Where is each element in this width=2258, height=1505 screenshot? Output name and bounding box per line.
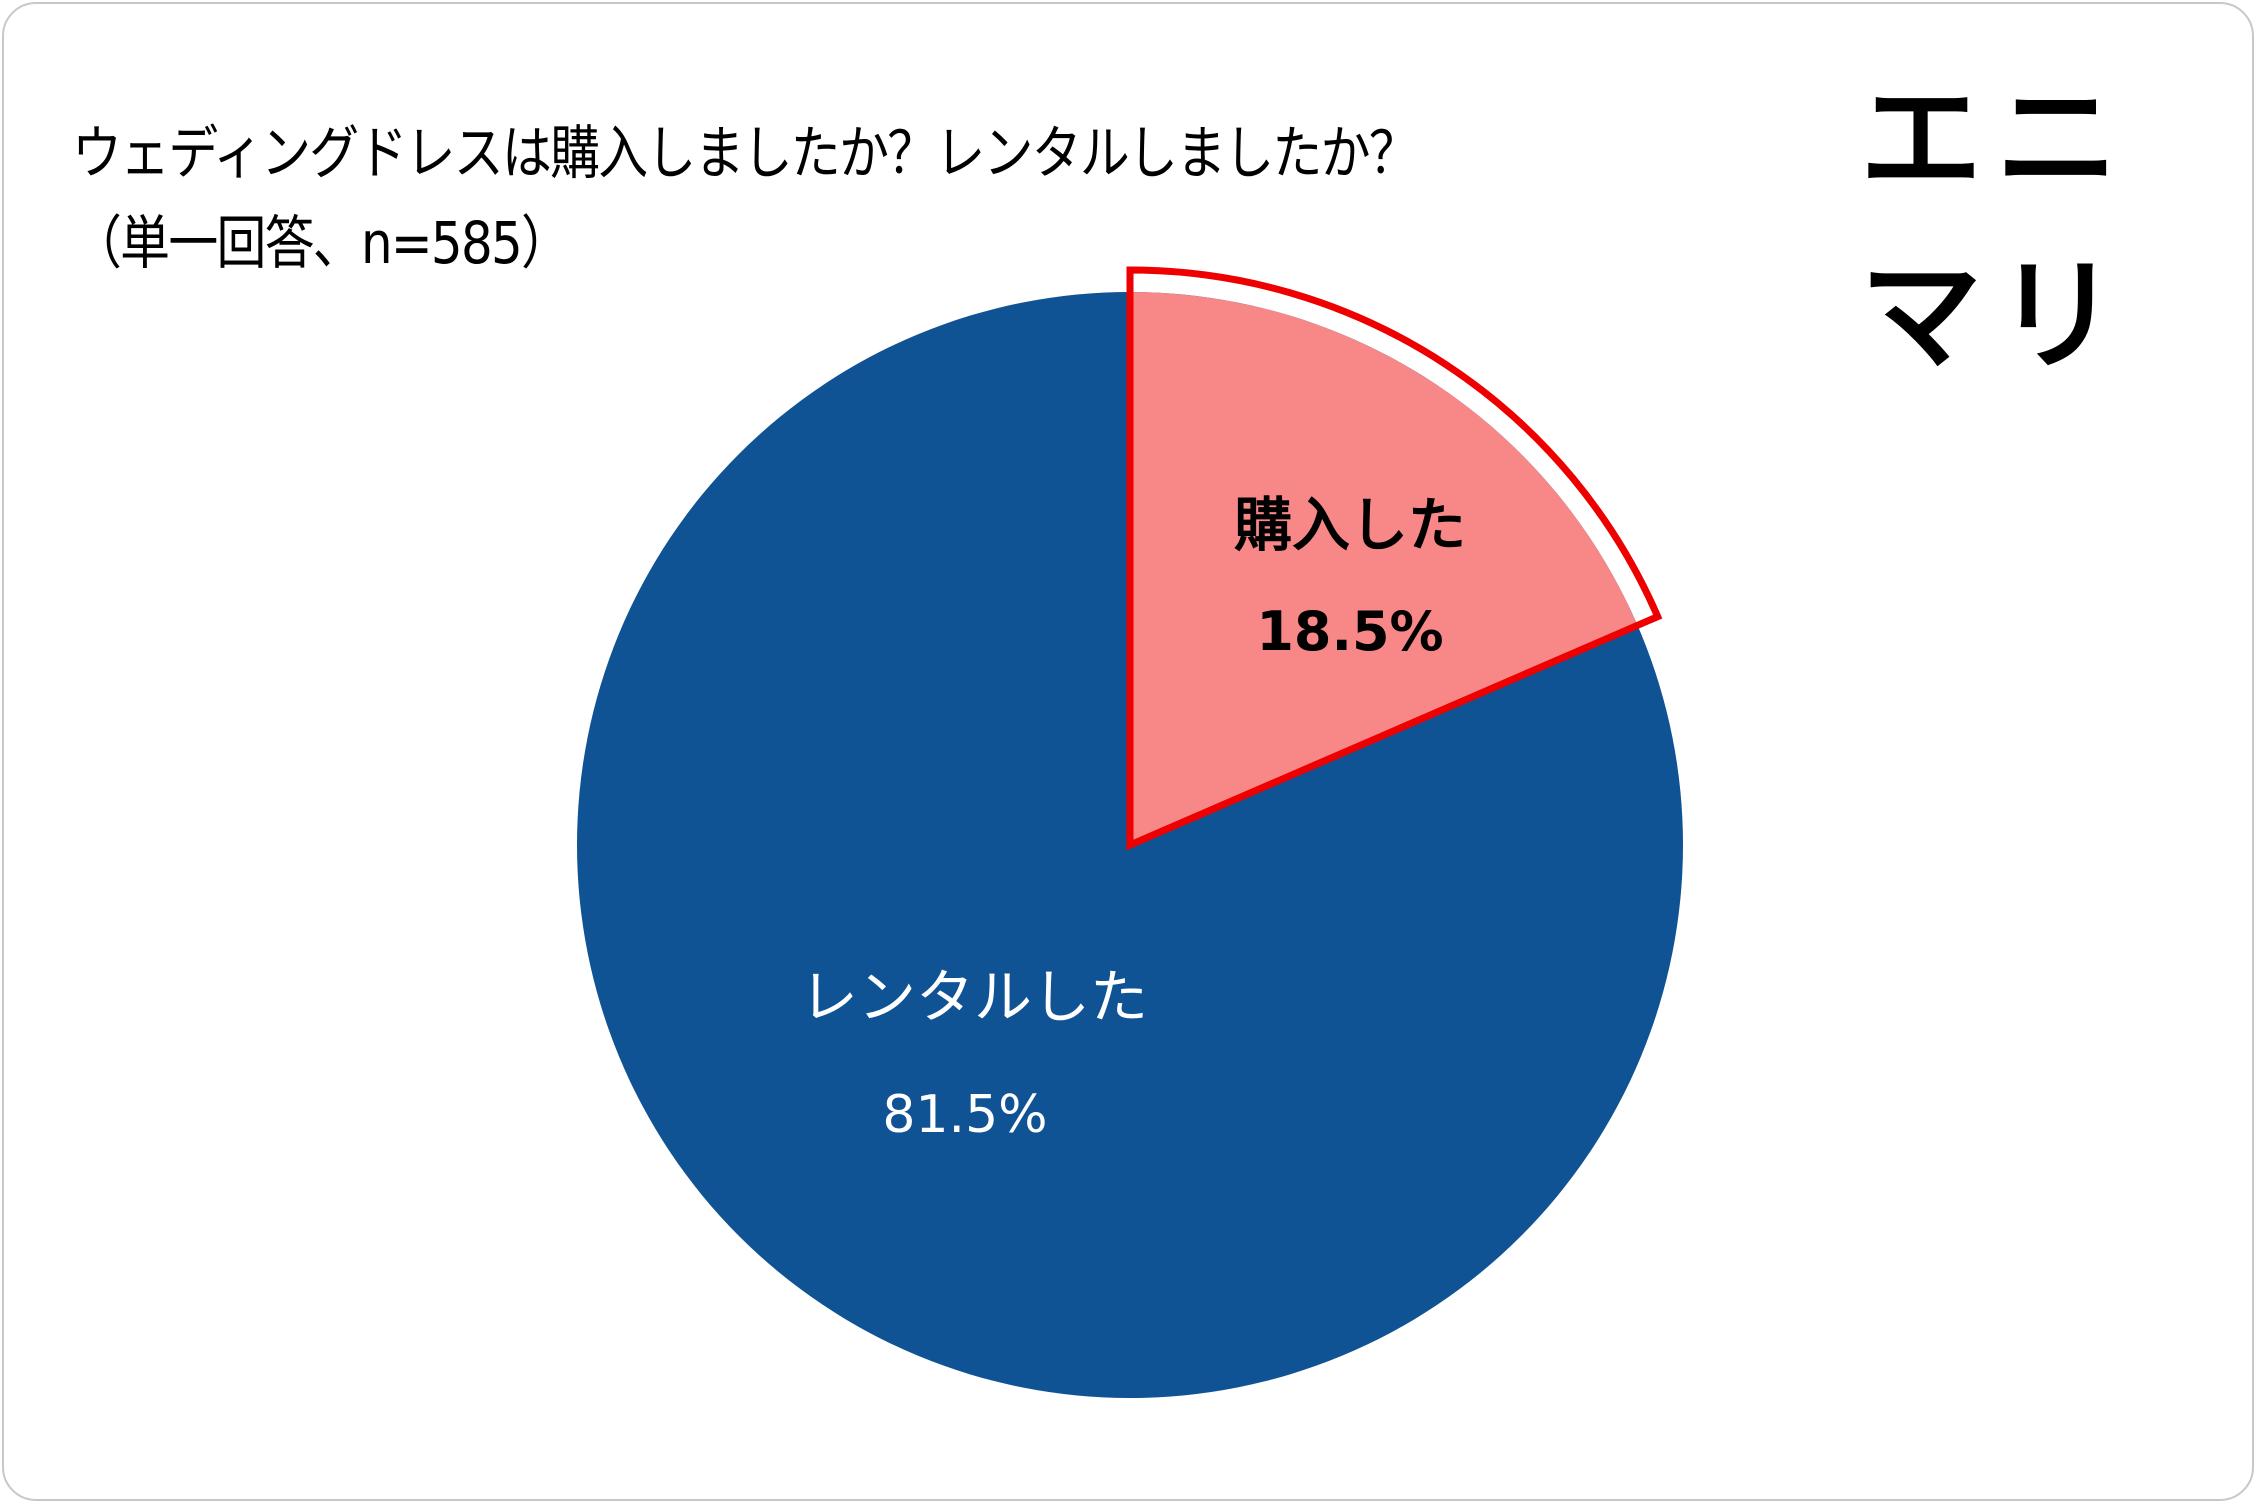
value-rental: 81.5% bbox=[882, 1085, 1048, 1145]
title-line-2: （単一回答、n=585） bbox=[72, 209, 571, 277]
value-purchase: 18.5% bbox=[1256, 600, 1444, 663]
slice-purchase-highlight-outline bbox=[1126, 266, 1663, 851]
title-line-1: ウェディングドレスは購入しましたか？レンタルしましたか？ bbox=[72, 119, 1419, 187]
brand-logo: エニマリ bbox=[1860, 68, 2132, 387]
slice-purchase bbox=[1130, 292, 1638, 845]
label-rental: レンタルした bbox=[800, 963, 1149, 1031]
label-purchase: 購入した bbox=[1233, 491, 1466, 559]
chart-title: ウェディングドレスは購入しましたか？レンタルしましたか？ （単一回答、n=585… bbox=[72, 108, 1419, 288]
